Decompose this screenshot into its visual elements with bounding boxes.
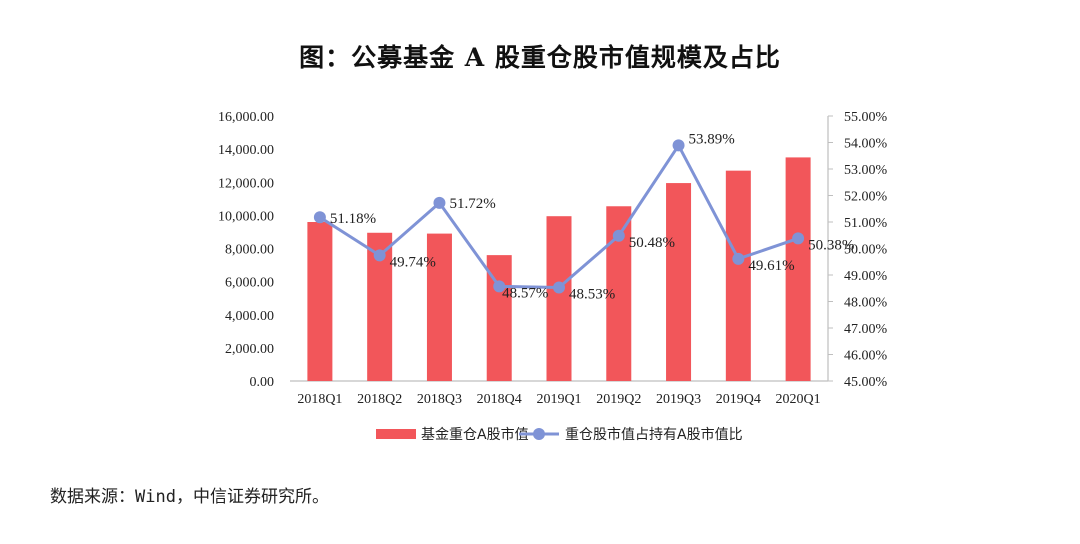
line-series: 51.18% 49.74% 51.72% 48.57% 48.53% 50.48% 53.8… [313,131,854,302]
data-label: 51.18% [330,211,376,227]
combo-chart: 0.00 2,000.00 4,000.00 6,000.00 8,000.00 10,0… [218,110,888,443]
right-axis-tick-label: 51.00% [844,216,888,231]
legend: 基金重仓A股市值 重仓股市值占持有A股市值比 [376,426,743,443]
x-axis-tick-label: 2019Q3 [656,392,701,407]
x-axis-tick-label: 2018Q1 [297,392,342,407]
x-axis-tick-label: 2019Q2 [596,392,641,407]
left-axis-ticks: 0.00 2,000.00 4,000.00 6,000.00 8,000.00 10,0… [218,110,274,390]
legend-bar-swatch [376,429,416,439]
left-axis-tick-label: 10,000.00 [218,209,274,224]
data-label: 51.72% [449,196,495,212]
bar [426,233,452,381]
right-axis-tick-label: 49.00% [844,269,888,284]
data-label: 48.57% [502,285,548,301]
right-axis-ticks: 45.00% 46.00% 47.00% 48.00% 49.00% 50.00% 51.0… [828,110,888,390]
legend-bar-label: 基金重仓A股市值 [421,426,529,443]
x-axis-tick-label: 2020Q1 [776,392,821,407]
left-axis-tick-label: 2,000.00 [225,342,274,357]
data-label: 49.74% [390,254,436,270]
right-axis-tick-label: 55.00% [844,110,888,125]
bar [785,157,811,381]
right-axis-tick-label: 53.00% [844,163,888,178]
bar [546,216,572,381]
left-axis-tick-label: 0.00 [250,375,275,390]
data-label: 50.48% [629,235,675,251]
x-axis-tick-label: 2019Q1 [536,392,581,407]
data-label: 48.53% [569,286,615,302]
right-axis-tick-label: 45.00% [844,375,888,390]
chart-title: 图：公募基金 A 股重仓股市值规模及占比 [299,43,781,72]
left-axis-tick-label: 12,000.00 [218,176,274,191]
line-point [313,211,326,224]
line-point [433,196,446,209]
right-axis-tick-label: 48.00% [844,296,888,311]
right-axis-tick-label: 54.00% [844,137,888,152]
legend-line-marker [533,428,545,440]
line-point [732,252,745,265]
line-point [373,249,386,262]
right-axis-tick-label: 46.00% [844,349,888,364]
x-axis-tick-label: 2018Q3 [417,392,462,407]
bar [725,170,751,381]
line-point [493,280,506,293]
x-axis-tick-label: 2018Q4 [477,392,522,407]
line-point [553,281,565,294]
bar [666,183,692,381]
bar-series [307,157,811,381]
left-axis-tick-label: 14,000.00 [218,143,274,158]
bar [307,222,333,381]
right-axis-tick-label: 50.00% [844,243,888,258]
source-note: 数据来源：Wind，中信证券研究所。 [50,487,329,507]
left-axis-tick-label: 16,000.00 [218,110,274,125]
line-point [792,232,805,245]
legend-line-label: 重仓股市值占持有A股市值比 [565,426,743,443]
right-axis-tick-label: 52.00% [844,190,888,205]
left-axis-tick-label: 4,000.00 [225,309,274,324]
x-axis-tick-label: 2019Q4 [716,392,761,407]
data-label: 49.61% [748,258,794,274]
data-label: 50.38% [808,237,854,253]
left-axis-tick-label: 6,000.00 [225,276,274,291]
right-axis-tick-label: 47.00% [844,322,888,337]
line-point [612,229,625,242]
data-label: 53.89% [689,131,735,147]
left-axis-tick-label: 8,000.00 [225,243,274,258]
x-axis-tick-label: 2018Q2 [357,392,402,407]
x-axis-ticks: 2018Q1 2018Q2 2018Q3 2018Q4 2019Q1 2019Q2 2019… [297,392,820,407]
line-point [672,139,685,152]
